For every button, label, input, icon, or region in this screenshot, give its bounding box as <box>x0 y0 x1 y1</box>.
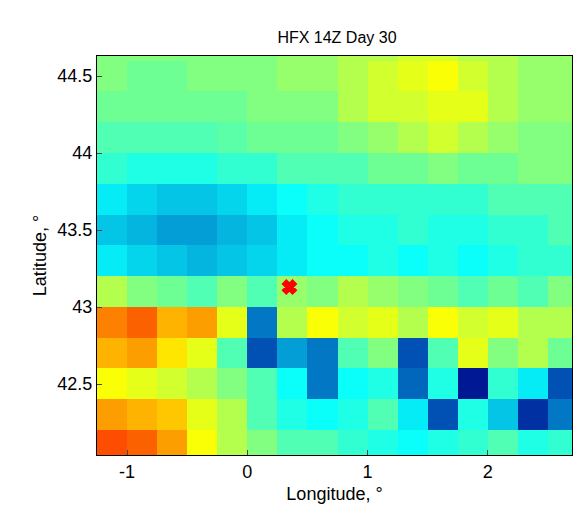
svg-text:-1: -1 <box>119 462 135 482</box>
svg-text:43: 43 <box>72 297 92 317</box>
svg-text:2: 2 <box>483 462 493 482</box>
svg-text:44.5: 44.5 <box>57 66 92 86</box>
svg-text:43.5: 43.5 <box>57 220 92 240</box>
svg-text:0: 0 <box>242 462 252 482</box>
svg-text:HFX 14Z Day 30: HFX 14Z Day 30 <box>277 29 396 46</box>
svg-text:44: 44 <box>72 143 92 163</box>
svg-text:1: 1 <box>363 462 373 482</box>
svg-text:Latitude, °: Latitude, ° <box>30 215 50 296</box>
svg-text:42.5: 42.5 <box>57 374 92 394</box>
svg-text:Longitude, °: Longitude, ° <box>286 484 382 504</box>
